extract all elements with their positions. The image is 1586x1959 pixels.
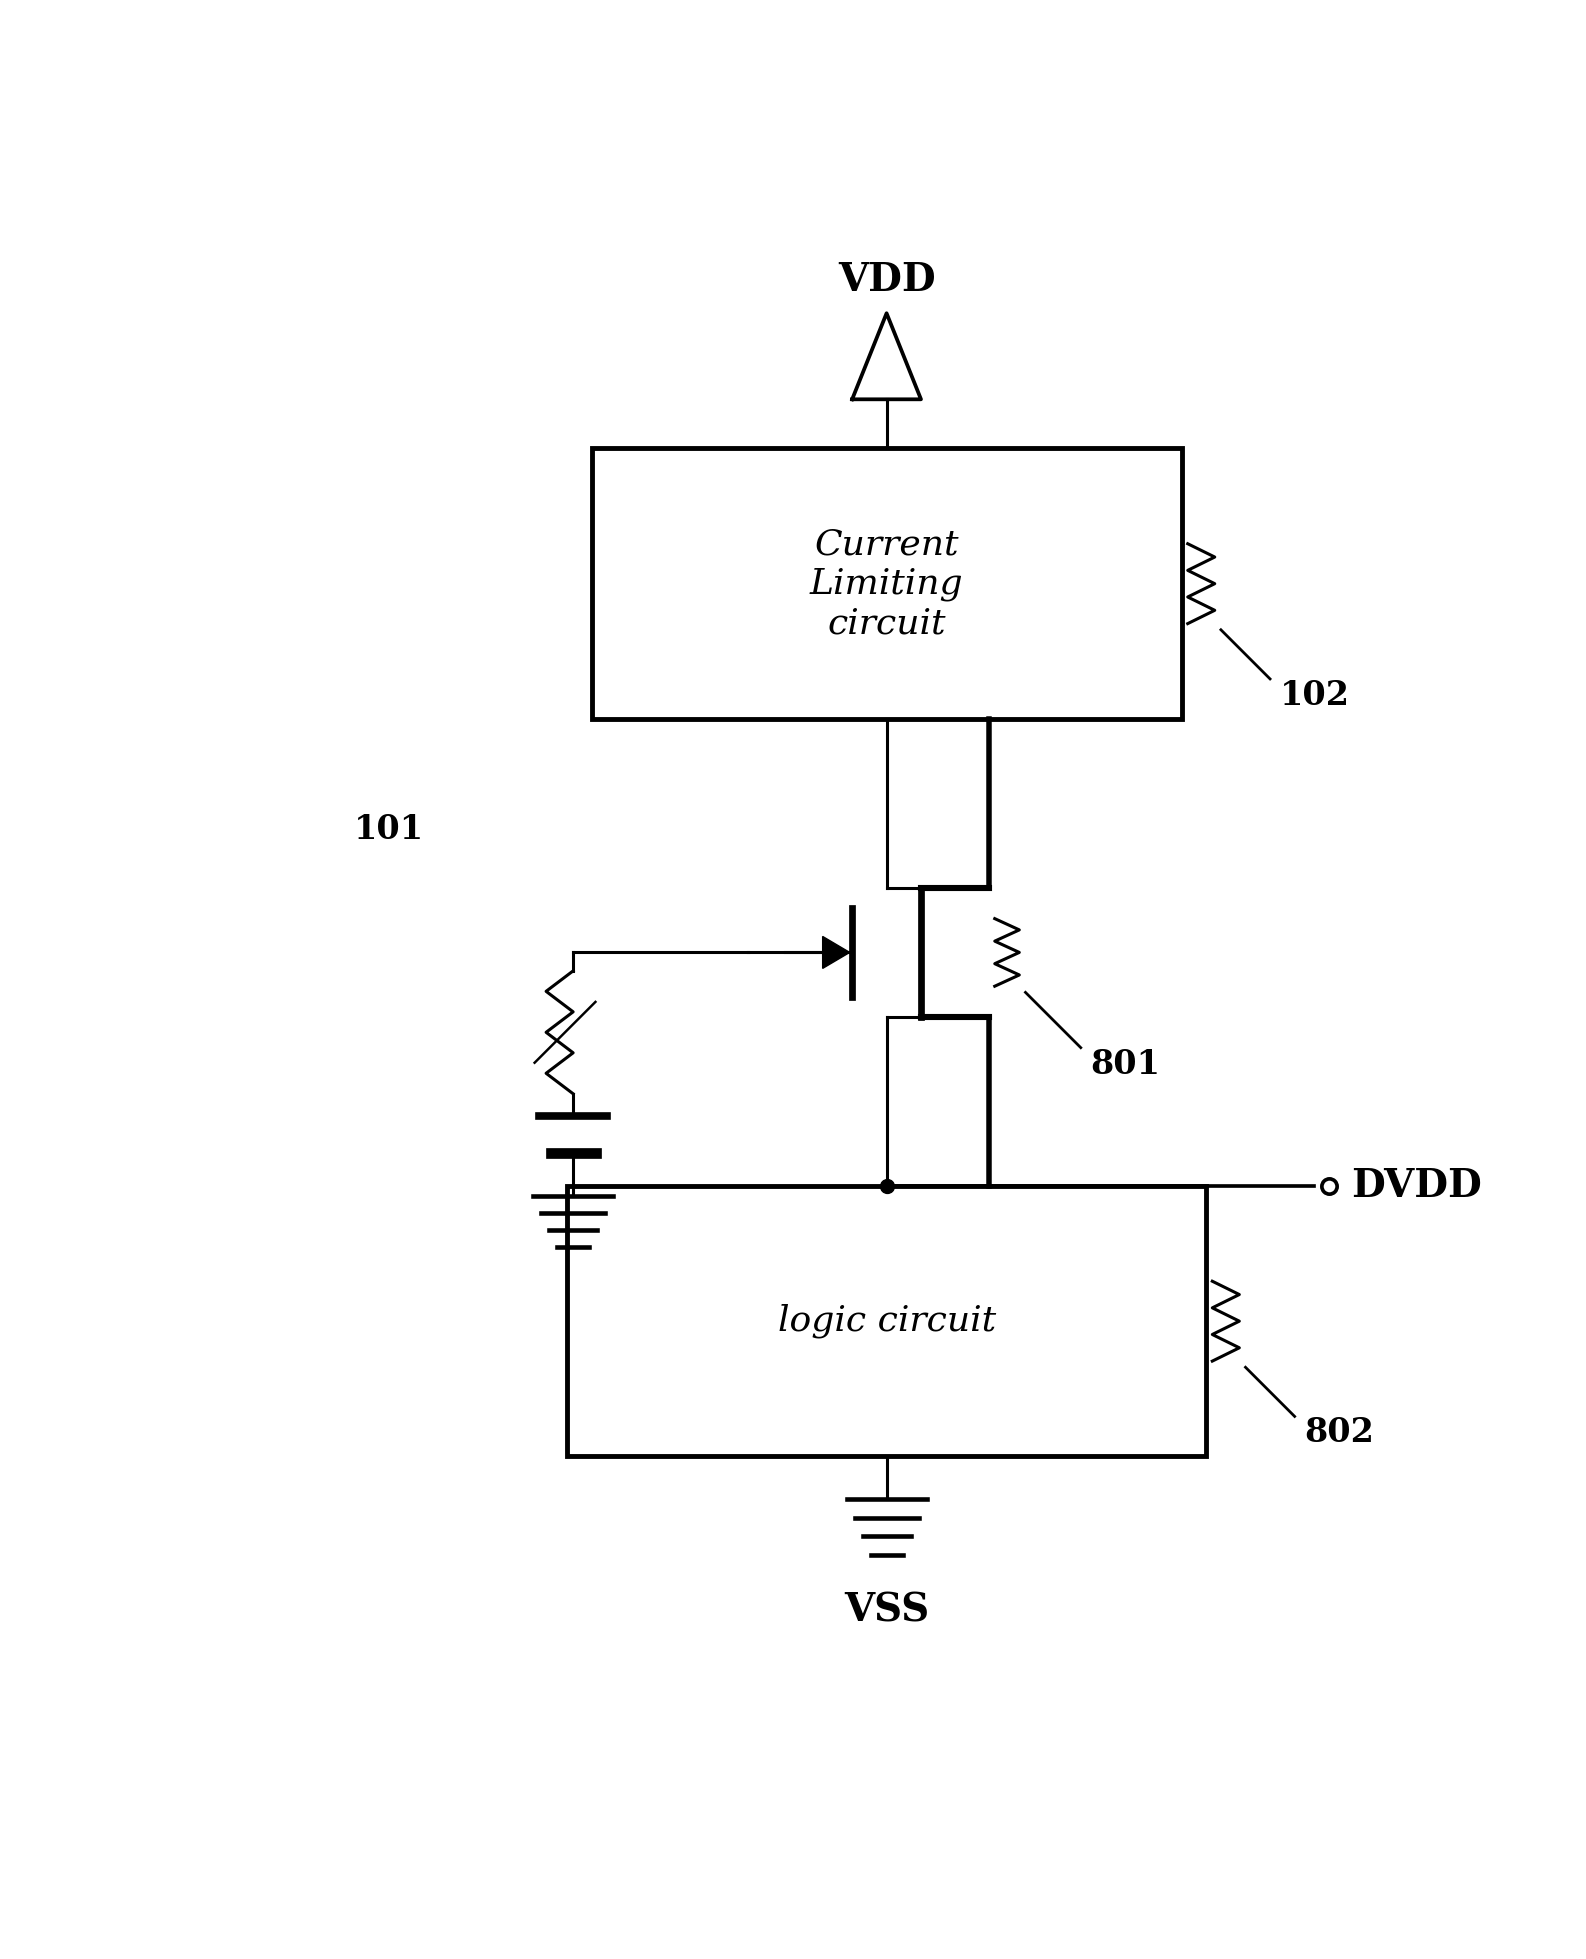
- Bar: [592, 449, 1182, 719]
- Polygon shape: [823, 936, 850, 968]
- Text: 102: 102: [1280, 680, 1350, 711]
- Text: 101: 101: [354, 813, 423, 846]
- Text: 802: 802: [1305, 1416, 1375, 1450]
- Text: 801: 801: [1091, 1048, 1161, 1081]
- Text: DVDD: DVDD: [1351, 1168, 1481, 1205]
- Bar: [568, 1185, 1207, 1456]
- Text: VSS: VSS: [844, 1591, 929, 1630]
- Text: VDD: VDD: [837, 261, 936, 298]
- Text: Current
Limiting
circuit: Current Limiting circuit: [810, 527, 963, 641]
- Text: logic circuit: logic circuit: [777, 1305, 996, 1338]
